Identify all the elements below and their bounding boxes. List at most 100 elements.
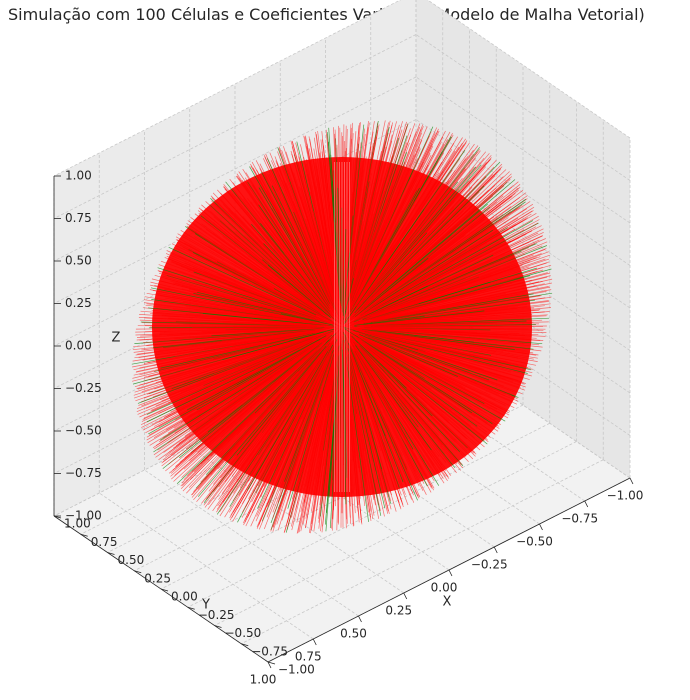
vector-arrow bbox=[160, 343, 315, 441]
vector-arrow bbox=[349, 352, 392, 496]
vector-arrow bbox=[349, 244, 395, 315]
vector-arrow bbox=[344, 355, 362, 519]
vector-arrow bbox=[329, 352, 341, 495]
vector-arrow bbox=[310, 191, 338, 307]
vector-arrow bbox=[372, 258, 546, 318]
vector-arrow bbox=[258, 357, 330, 530]
vector-arrow bbox=[171, 300, 317, 324]
vector-arrow bbox=[342, 311, 349, 325]
vector-arrow bbox=[194, 236, 320, 314]
vector-arrow bbox=[350, 254, 404, 317]
vector-arrow bbox=[306, 159, 338, 302]
vector-arrow bbox=[330, 306, 341, 325]
vector-arrow bbox=[365, 341, 501, 425]
vector-arrow bbox=[331, 350, 341, 487]
vector-arrow bbox=[363, 343, 486, 439]
vector-arrow bbox=[361, 326, 474, 329]
vector-arrow bbox=[282, 164, 334, 303]
vector-arrow bbox=[294, 259, 336, 317]
y-tick bbox=[134, 570, 142, 574]
y-tick-label: −1.00 bbox=[278, 663, 315, 677]
vector-arrow bbox=[330, 201, 341, 309]
vector-arrow bbox=[321, 254, 340, 317]
z-tick-label: 0.00 bbox=[65, 339, 92, 353]
vector-arrow bbox=[362, 341, 480, 425]
vector-arrow bbox=[317, 350, 339, 487]
vector-arrow bbox=[317, 131, 339, 298]
vector-arrow bbox=[165, 297, 316, 324]
vector-arrow bbox=[348, 354, 389, 512]
vector-arrow bbox=[343, 213, 353, 311]
vector-arrow bbox=[153, 327, 314, 331]
vector-arrow bbox=[352, 328, 415, 337]
vector-arrow bbox=[359, 341, 461, 429]
vector-arrow bbox=[250, 345, 329, 451]
vector-arrow bbox=[359, 345, 461, 453]
vector-arrow bbox=[155, 292, 315, 323]
vector-arrow bbox=[350, 350, 404, 483]
vector-arrow bbox=[367, 266, 511, 319]
vector-arrow bbox=[355, 331, 435, 358]
vector-arrow bbox=[366, 334, 506, 380]
z-tick-label: 0.75 bbox=[65, 211, 92, 225]
vector-arrow bbox=[353, 344, 420, 446]
vector-arrow bbox=[266, 190, 332, 307]
vector-arrow bbox=[197, 291, 321, 323]
vector-arrow bbox=[189, 349, 320, 481]
vector-arrow bbox=[370, 334, 530, 380]
vector-arrow bbox=[267, 325, 331, 328]
vector-arrow bbox=[353, 187, 420, 307]
vector-arrow bbox=[338, 125, 342, 297]
gridline bbox=[415, 34, 631, 181]
vector-arrow bbox=[355, 343, 435, 439]
vector-arrow bbox=[354, 164, 429, 303]
vector-arrow bbox=[246, 351, 329, 491]
vector-arrow bbox=[220, 349, 325, 479]
vector-arrow bbox=[359, 327, 461, 333]
vector-arrow bbox=[364, 341, 493, 424]
vector-arrow bbox=[317, 232, 339, 313]
vector-arrow bbox=[364, 155, 492, 302]
vector-arrow bbox=[213, 222, 324, 312]
vector-arrow bbox=[141, 341, 313, 428]
vector-arrow bbox=[351, 281, 405, 321]
gridline bbox=[53, 76, 417, 262]
vector-arrow bbox=[334, 306, 342, 325]
z-tick-label: 0.50 bbox=[65, 254, 92, 268]
vector-arrow bbox=[361, 149, 474, 301]
x-tick bbox=[493, 546, 498, 554]
vector-arrow bbox=[306, 226, 338, 313]
vector-arrow bbox=[360, 259, 467, 318]
vector-arrow bbox=[358, 149, 453, 301]
vector-arrow bbox=[221, 345, 325, 450]
vector-arrow bbox=[355, 268, 437, 319]
vector-arrow bbox=[361, 341, 471, 427]
vector-arrow bbox=[356, 204, 440, 309]
vector-arrow bbox=[168, 246, 317, 316]
vector-arrow bbox=[361, 337, 471, 401]
vector-arrow bbox=[267, 208, 332, 310]
vector-arrow bbox=[171, 243, 317, 315]
vector-arrow bbox=[193, 352, 320, 501]
vector-arrow bbox=[235, 308, 327, 325]
vector-arrow bbox=[348, 354, 386, 509]
vector-arrow bbox=[276, 330, 333, 354]
vector-arrow bbox=[322, 356, 340, 527]
vector-arrow bbox=[359, 340, 461, 417]
vector-arrow bbox=[360, 343, 467, 440]
vector-arrow bbox=[259, 300, 330, 324]
vector-arrow bbox=[344, 354, 359, 512]
vector-arrow bbox=[206, 352, 323, 499]
vector-arrow bbox=[236, 345, 327, 456]
vector-arrow bbox=[371, 328, 541, 342]
vector-arrow bbox=[347, 278, 380, 321]
vector-arrow bbox=[364, 336, 491, 396]
z-tick-label: 0.25 bbox=[65, 296, 92, 310]
vector-arrow bbox=[347, 307, 381, 325]
vector-arrow bbox=[360, 335, 466, 389]
x-tick bbox=[358, 615, 362, 623]
vector-arrow bbox=[145, 338, 313, 409]
vector-arrow bbox=[217, 205, 324, 310]
vector-arrow bbox=[361, 271, 473, 320]
